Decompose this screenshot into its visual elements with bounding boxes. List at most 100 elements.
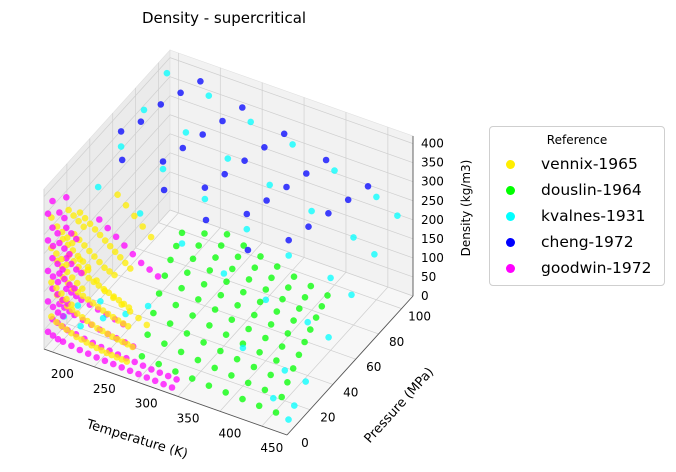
data-point [99, 307, 107, 314]
data-point [101, 237, 109, 244]
data-point [85, 274, 92, 282]
data-point [247, 118, 254, 126]
chart-title: Density - supercritical [141, 9, 307, 27]
data-point [112, 233, 120, 241]
data-point [94, 183, 102, 191]
data-point [54, 230, 61, 237]
data-point [243, 225, 251, 233]
data-point [200, 339, 207, 346]
y-tick-label: 20 [320, 411, 335, 425]
data-point [229, 265, 236, 273]
z-tick-label: 100 [421, 251, 444, 265]
legend-marker [506, 237, 515, 247]
data-point [54, 260, 61, 268]
data-point [157, 101, 165, 108]
data-point [241, 157, 248, 164]
data-point [118, 356, 126, 363]
data-point [61, 214, 68, 222]
data-point [44, 210, 52, 217]
data-point [305, 223, 312, 230]
data-point [172, 368, 179, 375]
data-point [159, 165, 167, 173]
data-point [83, 339, 90, 346]
data-point [262, 334, 269, 342]
data-point [148, 366, 155, 373]
data-point [49, 197, 56, 205]
data-point [182, 129, 190, 136]
data-point [122, 259, 129, 267]
data-point [312, 314, 320, 321]
data-point [278, 393, 286, 401]
data-point [194, 356, 202, 364]
data-point [139, 362, 147, 370]
legend-label: douslin-1964 [541, 181, 642, 199]
data-point [266, 181, 274, 189]
data-point [138, 353, 146, 360]
gridline [43, 76, 171, 216]
data-point [75, 217, 82, 225]
data-point [244, 379, 252, 387]
gridline [169, 171, 414, 259]
data-point [79, 285, 86, 293]
data-point [79, 314, 86, 321]
data-point [48, 313, 55, 320]
data-point [63, 261, 70, 269]
x-tick-label: 200 [51, 367, 74, 381]
legend-item: kvalnes-1931 [502, 205, 645, 227]
x-tick-label: 350 [177, 411, 200, 425]
data-point [233, 355, 241, 363]
data-point [146, 266, 153, 273]
data-point [119, 338, 126, 346]
data-point [296, 305, 303, 312]
data-point [93, 277, 100, 284]
x-tick-label: 450 [260, 441, 283, 455]
data-point [279, 295, 286, 303]
legend-item: douslin-1964 [502, 179, 642, 201]
data-point [139, 223, 146, 230]
data-point [168, 384, 176, 391]
data-point [150, 309, 157, 317]
data-point [228, 316, 236, 324]
data-point [322, 156, 330, 164]
data-point [234, 302, 241, 309]
x-tick-label: 300 [135, 397, 158, 411]
data-point [184, 269, 191, 277]
z-tick-label: 200 [421, 213, 444, 227]
data-point [109, 313, 117, 321]
z-tick-label: 150 [421, 232, 444, 246]
data-point [118, 364, 125, 371]
data-point [211, 364, 218, 372]
data-point [56, 209, 63, 216]
data-point [163, 69, 171, 77]
data-point [239, 344, 247, 352]
data-point [63, 234, 71, 241]
data-point [54, 278, 62, 286]
data-point [94, 303, 102, 311]
gridline [66, 323, 311, 411]
data-point [63, 326, 70, 333]
x-axis-line [43, 348, 288, 436]
legend-marker [506, 263, 515, 273]
data-point [108, 351, 115, 359]
y-tick-label: 80 [389, 335, 404, 349]
data-point [49, 242, 57, 250]
data-point [143, 321, 151, 329]
data-point [205, 92, 213, 99]
data-point [101, 357, 109, 365]
y-tick-label: 100 [408, 310, 431, 324]
gridline [169, 190, 414, 278]
data-point [147, 233, 155, 241]
data-point [373, 193, 380, 201]
data-point [173, 376, 180, 383]
data-point [81, 242, 88, 249]
data-point [96, 231, 104, 239]
data-point [53, 318, 60, 326]
data-point [206, 322, 213, 329]
data-point [160, 186, 168, 194]
data-point [97, 298, 104, 305]
gridline [135, 242, 263, 382]
data-point [240, 242, 247, 249]
data-point [243, 210, 251, 218]
gridline [177, 257, 305, 397]
